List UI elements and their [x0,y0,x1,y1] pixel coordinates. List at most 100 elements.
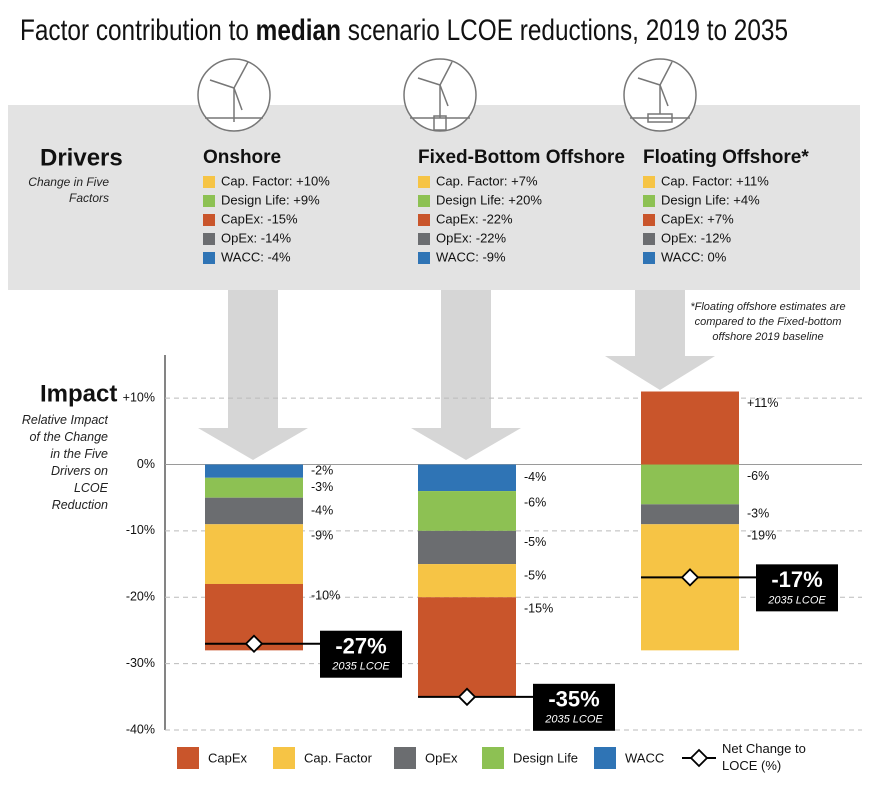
factor-text: CapEx: -15% [221,211,298,226]
factor-swatch [203,233,215,245]
legend-swatch [394,747,416,769]
factor-text: WACC: 0% [661,249,727,264]
factor-text: Cap. Factor: +7% [436,173,538,188]
legend-swatch [273,747,295,769]
factor-swatch [643,195,655,207]
legend-net-label-box: Net Change to LOCE (%) [722,741,806,773]
net-box [320,630,402,678]
icons [197,58,697,132]
drivers: Onshore Cap. Factor: +10% Design Life: +9%… [203,147,809,264]
legend-swatch [177,747,199,769]
factor-swatch [643,214,655,226]
factor-text: Cap. Factor: +11% [661,173,769,188]
factor-swatch [643,233,655,245]
factor-text: WACC: -9% [436,249,506,264]
bar-segment [641,464,739,505]
value-label: -6% [524,495,546,509]
legend-label: WACC [625,750,664,765]
bar-segment [418,491,516,531]
bar-segment [641,524,739,651]
net-label: -27% [335,634,386,659]
net-label: -35% [548,687,599,712]
factor-swatch [418,252,430,264]
legend-label: Cap. Factor [304,750,373,765]
bar-segment [418,564,516,598]
net-box [533,683,615,731]
value-label: +11% [747,396,778,410]
factor-text: OpEx: -12% [661,230,732,245]
bar-segment [418,530,516,565]
factor-text: CapEx: +7% [661,211,734,226]
bar-segment [205,464,303,478]
value-label: -4% [524,470,546,484]
value-label: -5% [524,535,546,549]
net-marker [680,568,700,587]
legend-swatch [482,747,504,769]
value-label: -3% [747,507,769,521]
legend-label: CapEx [208,750,248,765]
net-marker [244,634,264,653]
factor-swatch [643,176,655,188]
factor-text: WACC: -4% [221,249,291,264]
impact-description: Relative Impact of the Change in the Fiv… [21,413,108,512]
factor-swatch [418,195,430,207]
chart-title: Factor contribution to median scenario L… [20,14,788,47]
factor-text: Design Life: +20% [436,192,542,207]
drivers-band [8,105,860,290]
value-label: -4% [311,503,333,517]
factor-swatch [418,176,430,188]
y-tick-label: +10% [123,390,155,404]
factor-text: CapEx: -22% [436,211,513,226]
drivers-subtitle: Change in Five Factors [28,175,109,205]
y-tick-label: -30% [126,656,155,670]
bar-segment [205,497,303,525]
title-part: Factor contribution to [20,14,256,47]
legend-label: OpEx [425,750,458,765]
bar-segment [641,504,739,525]
factor-swatch [418,233,430,245]
factor-text: OpEx: -22% [436,230,507,245]
plot: +10% 0% -10% -20% -30% -40% -2% -3% -4% -9% -10% -2… [123,355,862,736]
title-part: scenario LCOE reductions, 2019 to 2035 [341,14,788,47]
y-tick-label: -40% [126,722,155,736]
value-label: -3% [311,480,333,494]
y-tick-label: -20% [126,590,155,604]
factor-swatch [203,195,215,207]
footnote: *Floating offshore estimates are compare… [690,301,846,343]
column-heading: Fixed-Bottom Offshore [418,147,625,168]
net-marker [457,687,477,707]
value-label: -9% [311,529,333,543]
value-label: -10% [311,588,340,602]
factor-swatch [203,252,215,264]
y-tick-label: 0% [137,457,155,471]
factor-swatch [418,214,430,226]
legend-net-marker [689,748,709,768]
bar-segment [641,391,739,465]
legend-label: Net Change to LOCE (%) [722,741,806,773]
value-label: -2% [311,463,333,477]
column-heading: Onshore [203,147,281,168]
bar-segment [418,464,516,492]
y-tick-label: -10% [126,523,155,537]
drivers-label: Drivers [40,144,123,171]
factor-text: Design Life: +9% [221,192,320,207]
net-label: -17% [771,567,822,592]
factor-text: Design Life: +4% [661,192,760,207]
legend-label: Design Life [513,750,578,765]
net-box [756,564,838,612]
legend: CapEx Cap. Factor OpEx Design Life WACC Net C… [177,741,806,773]
net-sublabel: 2035 LCOE [544,714,603,726]
bar-segment [205,524,303,584]
net-sublabel: 2035 LCOE [767,594,826,606]
value-label: -6% [747,469,769,483]
factor-swatch [203,176,215,188]
factor-swatch [203,214,215,226]
legend-swatch [594,747,616,769]
impact-label: Impact [40,380,117,407]
factor-swatch [643,252,655,264]
bar-segment [418,597,516,697]
value-label: -19% [747,529,776,543]
value-label: -5% [524,568,546,582]
factor-text: Cap. Factor: +10% [221,173,330,188]
